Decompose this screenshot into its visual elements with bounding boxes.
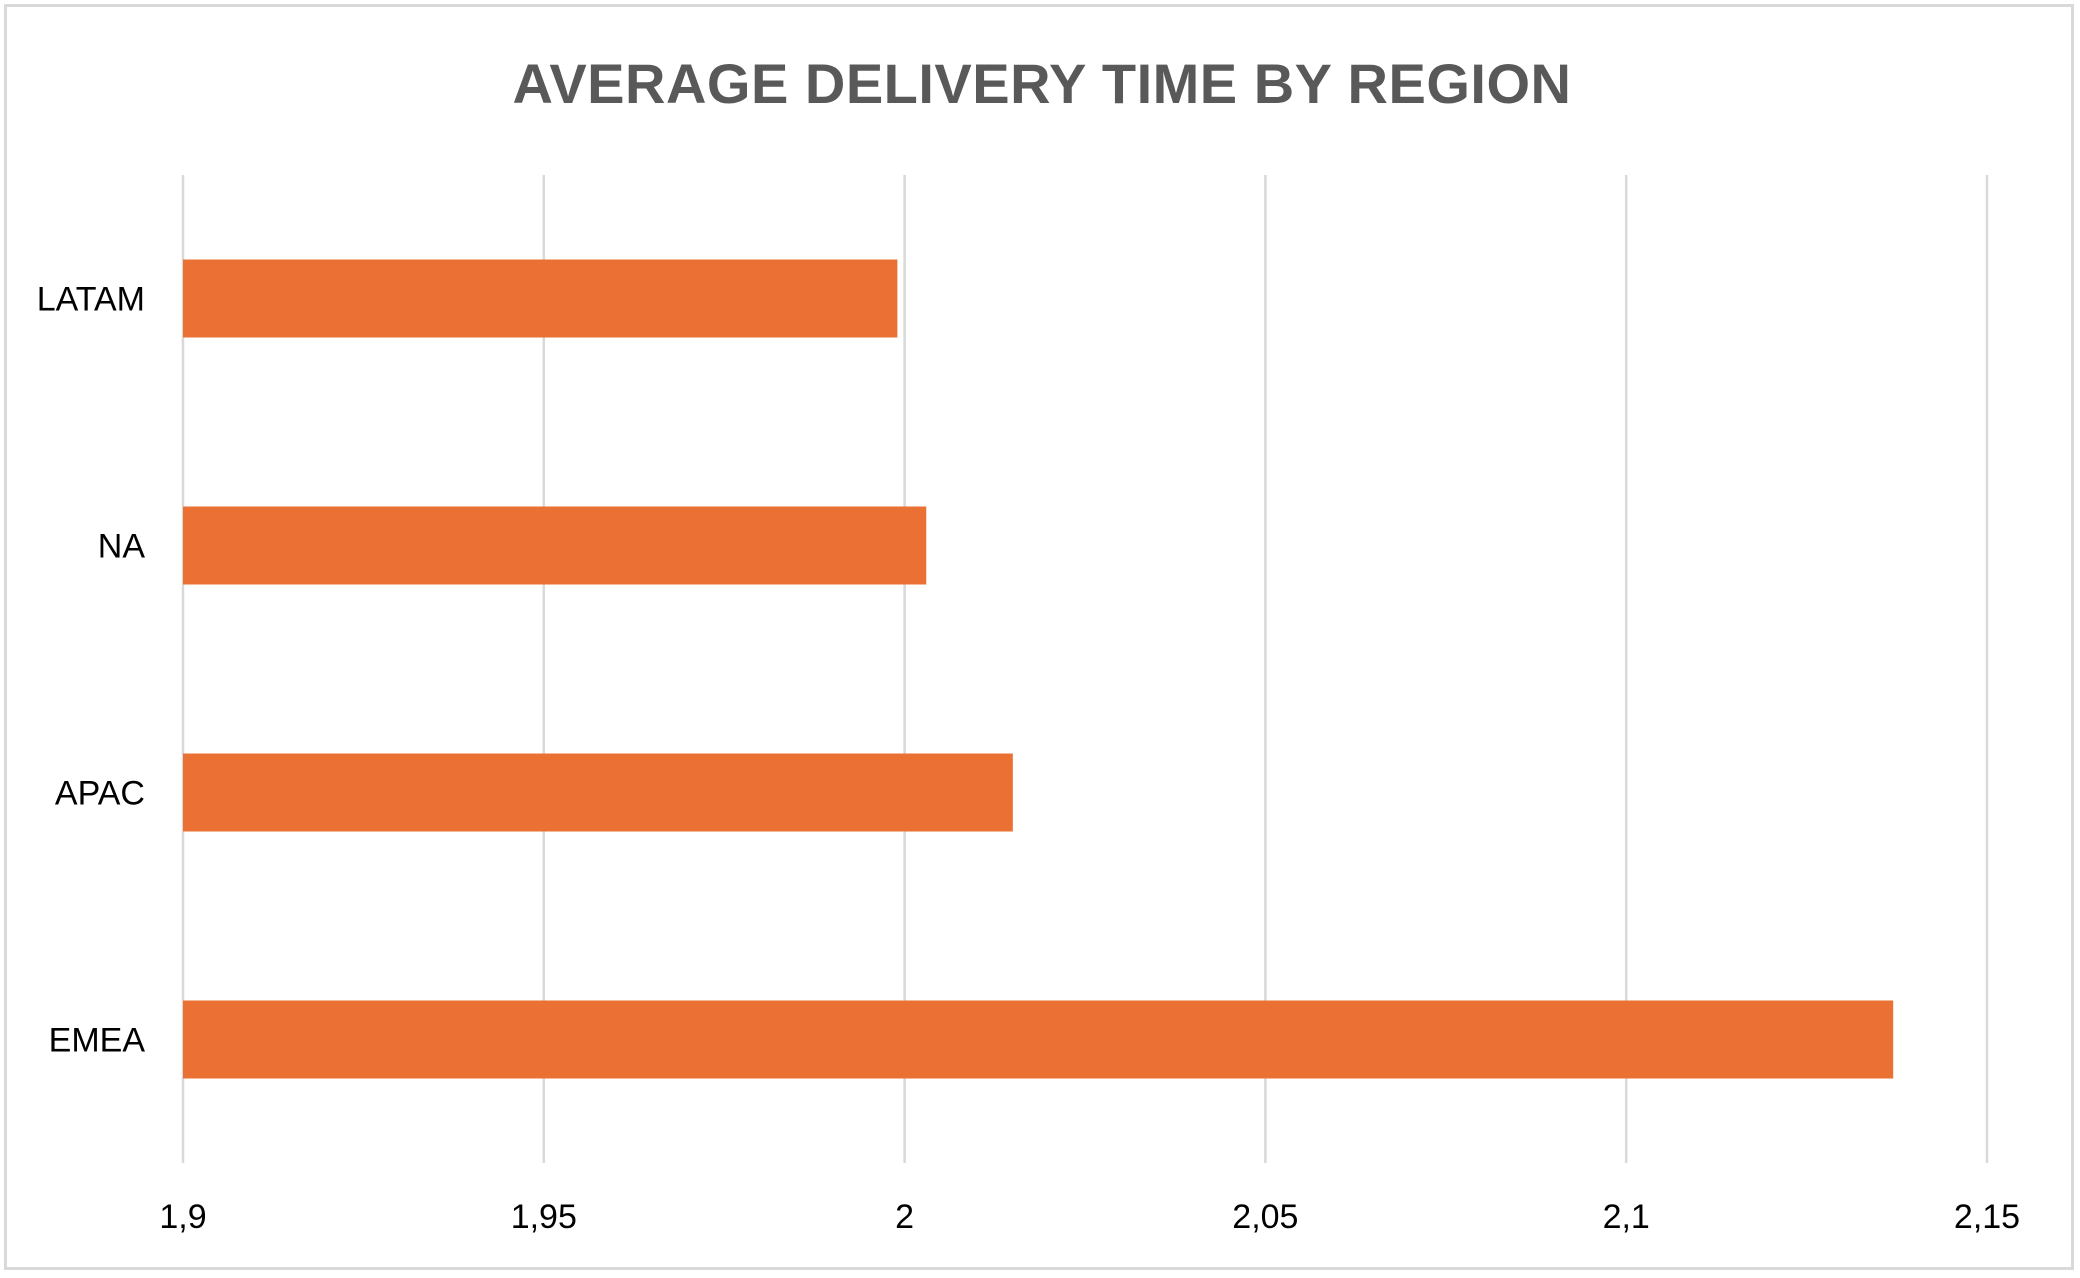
category-label-na: NA bbox=[98, 528, 146, 566]
bar-na bbox=[183, 506, 927, 585]
bar-emea bbox=[183, 1000, 1894, 1079]
x-tick-label: 1,95 bbox=[511, 1198, 577, 1236]
bars bbox=[183, 259, 1894, 1079]
x-tick-label: 2,05 bbox=[1232, 1198, 1298, 1236]
x-tick-label: 2 bbox=[895, 1198, 914, 1236]
category-label-apac: APAC bbox=[55, 775, 145, 813]
category-label-emea: EMEA bbox=[49, 1022, 146, 1060]
category-label-latam: LATAM bbox=[37, 281, 145, 319]
x-tick-label: 2,15 bbox=[1954, 1198, 2020, 1236]
x-tick-labels: 1,9 1,95 2 2,05 2,1 2,15 bbox=[159, 1198, 2020, 1236]
bar-apac bbox=[183, 753, 1013, 832]
gridlines bbox=[181, 175, 1989, 1163]
x-tick-label: 2,1 bbox=[1603, 1198, 1650, 1236]
bar-latam bbox=[183, 259, 898, 338]
x-tick-label: 1,9 bbox=[159, 1198, 206, 1236]
category-labels: LATAM NA APAC EMEA bbox=[37, 281, 146, 1060]
chart-title: AVERAGE DELIVERY TIME BY REGION bbox=[512, 52, 1572, 115]
